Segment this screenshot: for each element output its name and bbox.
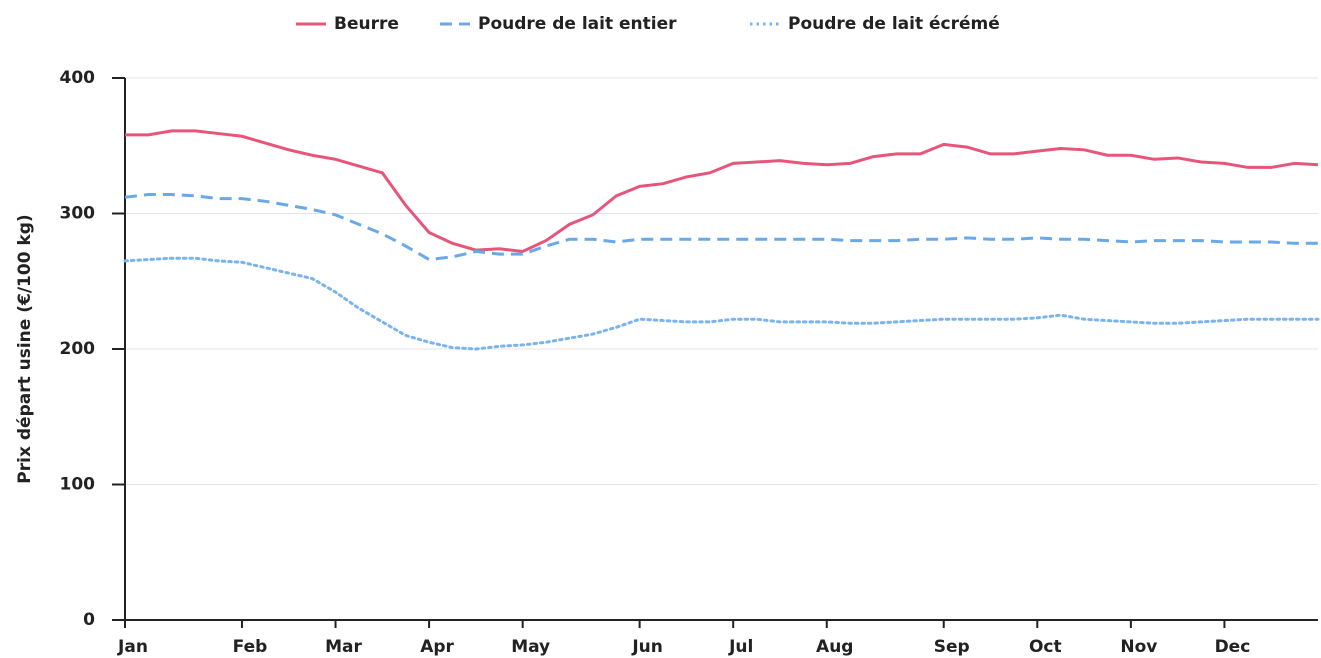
x-tick-label: Jul <box>728 637 753 657</box>
x-tick-label: Sep <box>934 637 970 657</box>
y-axis-label: Prix départ usine (€/100 kg) <box>15 214 35 483</box>
legend-label: Poudre de lait écrémé <box>788 14 1000 34</box>
series-line <box>124 193 1318 262</box>
x-tick-label: Oct <box>1029 637 1062 657</box>
x-tick-label: Apr <box>420 637 454 657</box>
series-line <box>125 129 1319 253</box>
y-tick-label: 300 <box>60 204 96 224</box>
y-tick-label: 200 <box>60 339 96 359</box>
legend-label: Beurre <box>334 14 399 34</box>
y-tick-label: 0 <box>83 610 95 630</box>
x-tick-label: Aug <box>816 637 853 657</box>
x-tick-label: Dec <box>1215 637 1251 657</box>
y-tick-label: 400 <box>60 68 96 88</box>
x-tick-label: Mar <box>325 637 362 657</box>
series-line <box>123 256 1320 351</box>
y-tick-label: 100 <box>60 475 96 495</box>
x-tick-label: Nov <box>1120 637 1157 657</box>
legend-label: Poudre de lait entier <box>478 14 677 34</box>
x-tick-label: Feb <box>233 637 268 657</box>
x-tick-label: Jan <box>117 637 148 657</box>
x-tick-label: May <box>511 637 550 657</box>
x-tick-label: Jun <box>631 637 663 657</box>
